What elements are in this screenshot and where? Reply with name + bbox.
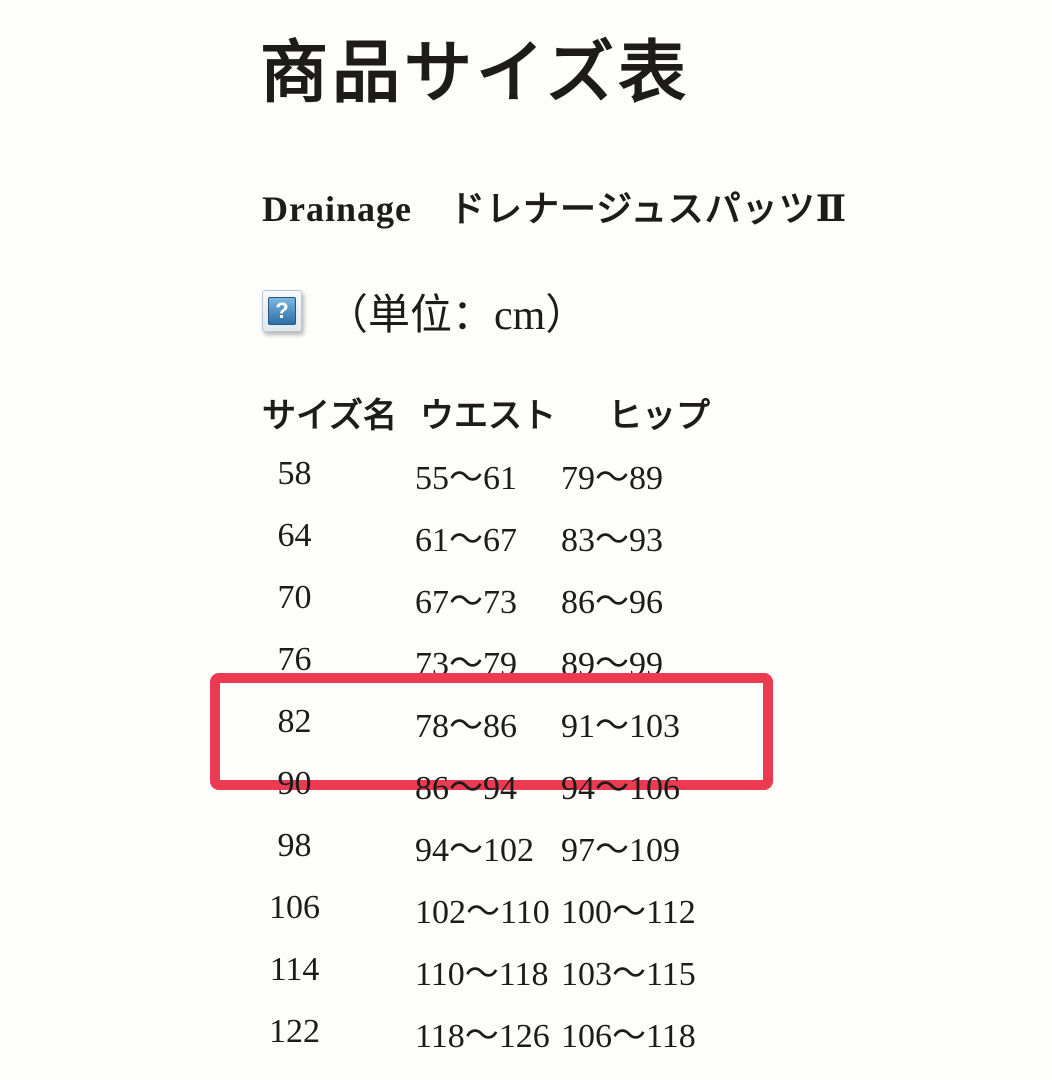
- cell-waist: 73〜79: [415, 645, 517, 683]
- cell-waist: 67〜73: [415, 583, 517, 621]
- size-table-header-row: サイズ名 ウエスト ヒップ: [262, 381, 822, 443]
- cell-hip: 100〜112: [561, 893, 696, 931]
- cell-hip: 83〜93: [561, 521, 663, 559]
- table-row: 64 61〜67 83〜93: [262, 505, 822, 567]
- cell-waist: 61〜67: [415, 521, 517, 559]
- cell-hip: 97〜109: [561, 831, 680, 869]
- product-name: Drainage ドレナージュスパッツⅡ: [262, 189, 848, 229]
- cell-size: 106: [269, 889, 320, 926]
- cell-hip: 94〜106: [561, 769, 680, 807]
- size-table-body: 58 55〜61 79〜89 64 61〜67 83〜93 70 67〜73 8…: [210, 443, 822, 1063]
- cell-size: 82: [277, 703, 312, 740]
- cell-size: 98: [277, 827, 312, 864]
- broken-image-icon: ?: [262, 290, 302, 332]
- cell-waist: 94〜102: [415, 831, 534, 869]
- table-row: 58 55〜61 79〜89: [262, 443, 822, 505]
- size-table: サイズ名 ウエスト ヒップ 58 55〜61 79〜89 64 61〜67 83…: [210, 381, 822, 1063]
- cell-waist: 86〜94: [415, 769, 517, 807]
- cell-hip: 86〜96: [561, 583, 663, 621]
- cell-waist: 55〜61: [415, 459, 517, 497]
- cell-hip: 91〜103: [561, 707, 680, 745]
- table-row: 90 86〜94 94〜106: [262, 753, 822, 815]
- table-row: 70 67〜73 86〜96: [262, 567, 822, 629]
- table-row-highlighted: 82 78〜86 91〜103: [210, 673, 822, 790]
- header-size-name: サイズ名: [262, 397, 397, 435]
- unit-line: ? （単位：cm）: [262, 282, 587, 340]
- cell-waist: 118〜126: [415, 1017, 550, 1055]
- cell-size: 76: [277, 641, 312, 678]
- table-row: 106 102〜110 100〜112: [262, 877, 822, 939]
- table-row: 122 118〜126 106〜118: [262, 1001, 822, 1063]
- cell-size: 90: [277, 765, 312, 802]
- table-row: 98 94〜102 97〜109: [262, 815, 822, 877]
- cell-hip: 106〜118: [561, 1017, 696, 1055]
- cell-size: 64: [277, 517, 312, 554]
- cell-hip: 79〜89: [561, 459, 663, 497]
- cell-waist: 102〜110: [415, 893, 550, 931]
- cell-waist: 78〜86: [415, 707, 517, 745]
- table-row: 114 110〜118 103〜115: [262, 939, 822, 1001]
- cell-size: 122: [269, 1013, 320, 1050]
- cell-size: 70: [277, 579, 312, 616]
- cell-hip: 103〜115: [561, 955, 696, 993]
- page-title: 商品サイズ表: [260, 35, 690, 111]
- cell-waist: 110〜118: [415, 955, 549, 993]
- question-mark-icon: ?: [268, 297, 296, 325]
- header-waist: ウエスト: [420, 397, 556, 435]
- header-hip: ヒップ: [608, 397, 710, 435]
- cell-hip: 89〜99: [561, 645, 663, 683]
- table-row: 76 73〜79 89〜99: [262, 629, 822, 691]
- unit-label: （単位：cm）: [326, 292, 588, 339]
- cell-size: 58: [277, 455, 312, 492]
- cell-size: 114: [269, 951, 320, 988]
